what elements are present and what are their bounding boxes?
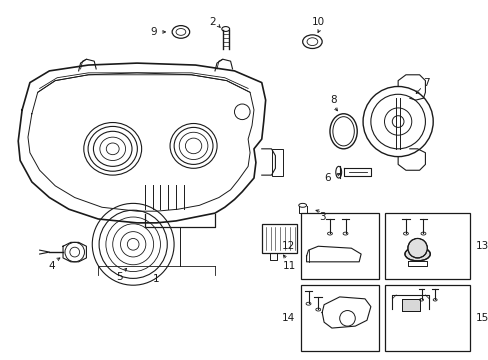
Bar xyxy=(401,299,419,311)
Text: 2: 2 xyxy=(209,17,216,27)
Circle shape xyxy=(407,238,427,258)
Text: 14: 14 xyxy=(281,313,294,323)
Text: 12: 12 xyxy=(281,241,294,251)
Text: 1: 1 xyxy=(153,274,160,284)
Text: 15: 15 xyxy=(475,313,488,323)
Text: 8: 8 xyxy=(330,95,336,105)
Text: 11: 11 xyxy=(282,261,295,271)
Bar xyxy=(384,285,469,351)
Bar xyxy=(300,213,378,279)
Bar xyxy=(271,149,283,176)
Bar xyxy=(261,224,296,253)
Bar xyxy=(384,213,469,279)
Bar xyxy=(401,299,419,311)
Bar xyxy=(300,285,378,351)
Text: 10: 10 xyxy=(311,17,324,27)
Text: 5: 5 xyxy=(116,273,122,282)
Text: 4: 4 xyxy=(48,261,55,271)
Text: 3: 3 xyxy=(318,212,325,222)
Text: 6: 6 xyxy=(324,173,331,183)
Ellipse shape xyxy=(404,247,429,261)
Text: 7: 7 xyxy=(422,78,429,87)
Text: 9: 9 xyxy=(150,27,157,37)
Text: 13: 13 xyxy=(475,241,488,251)
